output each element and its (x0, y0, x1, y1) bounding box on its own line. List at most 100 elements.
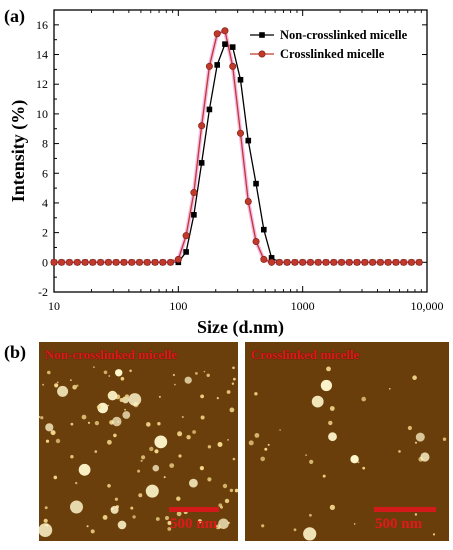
particle (442, 437, 447, 441)
particle (70, 422, 74, 426)
data-point (191, 212, 197, 218)
data-point (206, 106, 213, 113)
particle (248, 440, 254, 446)
data-point (151, 258, 159, 266)
data-point (361, 258, 369, 266)
particle (234, 488, 238, 493)
particle (178, 454, 182, 458)
particle (207, 445, 212, 449)
particle (398, 450, 401, 453)
data-point (353, 258, 361, 266)
particle (108, 375, 111, 377)
data-point (322, 258, 330, 266)
data-point (330, 258, 338, 266)
scale-label: 500 nm (170, 516, 218, 532)
data-point (415, 258, 423, 266)
particle (233, 377, 236, 381)
particle (200, 394, 205, 399)
particle (329, 504, 335, 510)
series-line (54, 43, 420, 263)
particle (87, 421, 91, 424)
particle (322, 474, 326, 478)
data-point (182, 232, 190, 240)
data-point (306, 258, 314, 266)
y-tick-label: 16 (36, 18, 48, 32)
particle (361, 396, 366, 402)
particle (115, 369, 123, 377)
particle (207, 477, 212, 482)
size-distribution-chart: -2 0 2 4 6 8 10 12 14 16 10 100 1000 10,000 Size (d.nm… (8, 9, 444, 338)
panel-label-b: (b) (4, 342, 26, 362)
data-point (198, 122, 206, 130)
particle (320, 379, 332, 392)
y-tick-label: 0 (42, 255, 48, 269)
particle (55, 438, 61, 444)
particle (137, 469, 141, 473)
legend-marker (259, 32, 265, 38)
particle (76, 384, 79, 387)
particle (165, 516, 169, 520)
particle (45, 439, 50, 443)
particle (189, 478, 198, 488)
particle (97, 402, 109, 414)
particle (141, 455, 146, 460)
particle (254, 392, 258, 396)
scale-bar (374, 507, 436, 512)
data-point (268, 258, 276, 266)
particle (119, 398, 124, 402)
particle (75, 481, 78, 485)
particle (227, 439, 230, 441)
x-tick-label: 10 (48, 299, 60, 313)
particle (103, 370, 108, 375)
particle (169, 463, 175, 468)
y-axis-label: Intensity (%) (8, 100, 29, 203)
particle (70, 455, 74, 459)
particle (114, 497, 118, 501)
particle (261, 524, 265, 528)
particle (94, 450, 98, 453)
particle (177, 431, 183, 437)
particle (117, 520, 127, 530)
particle (146, 422, 151, 427)
particle (70, 500, 83, 514)
particle (54, 383, 59, 388)
particle (145, 484, 159, 498)
particle (120, 376, 125, 381)
data-point (237, 76, 244, 83)
legend-marker (258, 50, 266, 58)
particle (90, 529, 95, 534)
particle (70, 379, 72, 382)
particle (86, 525, 89, 528)
particle (149, 446, 154, 452)
plot-frame (53, 9, 428, 293)
particle (167, 521, 172, 525)
afm-title: Crosslinked micelle (251, 347, 360, 362)
data-point (120, 258, 128, 266)
scale-label: 500 nm (375, 516, 423, 532)
particle (216, 397, 219, 400)
y-tick-label: 2 (42, 226, 48, 240)
data-point (58, 258, 66, 266)
particle (125, 394, 129, 399)
data-point (222, 41, 228, 47)
particle (110, 505, 119, 514)
particle (232, 457, 236, 461)
y-tick-label: 14 (36, 48, 48, 62)
data-point (314, 258, 322, 266)
particle (279, 429, 281, 431)
panel-label-a: (a) (4, 6, 25, 26)
particle (229, 488, 234, 493)
data-point (236, 129, 244, 137)
particle (163, 476, 166, 479)
particle (206, 373, 210, 377)
legend-label: Crosslinked micelle (280, 47, 385, 61)
particle (43, 518, 48, 523)
particle (45, 423, 54, 432)
data-point (253, 180, 259, 187)
particle (107, 390, 118, 401)
particle (293, 528, 297, 532)
particle (102, 515, 108, 520)
particle (254, 433, 260, 438)
data-point (213, 30, 221, 38)
